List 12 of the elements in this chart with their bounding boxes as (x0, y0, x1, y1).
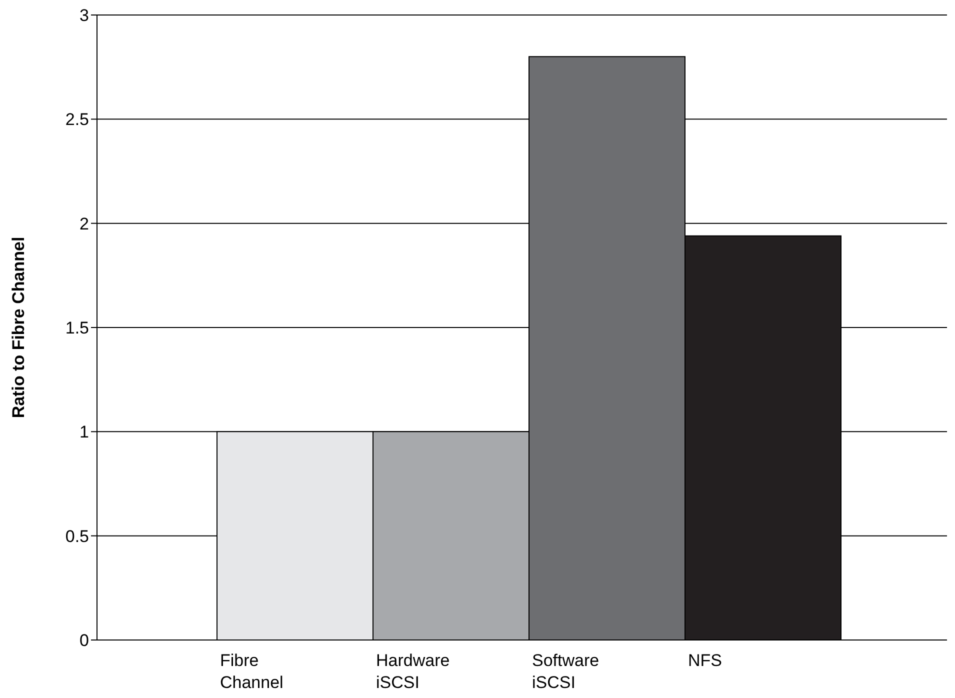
y-tick-label: 1.5 (65, 318, 89, 338)
x-tick-label: Hardware iSCSI (376, 651, 450, 692)
y-tick-label: 2 (80, 214, 89, 234)
x-tick-label: NFS (688, 651, 722, 670)
y-tick-label: 3 (80, 6, 89, 26)
y-tick-label: 1 (80, 422, 89, 442)
x-tick-label: Software iSCSI (532, 651, 600, 692)
x-tick-label: Fibre Channel (220, 651, 284, 692)
y-tick-label: 2.5 (65, 110, 89, 130)
y-tick-label: 0 (80, 631, 89, 650)
y-axis-title: Ratio to Fibre Channel (9, 236, 28, 418)
y-tick-label: 0.5 (65, 526, 89, 546)
